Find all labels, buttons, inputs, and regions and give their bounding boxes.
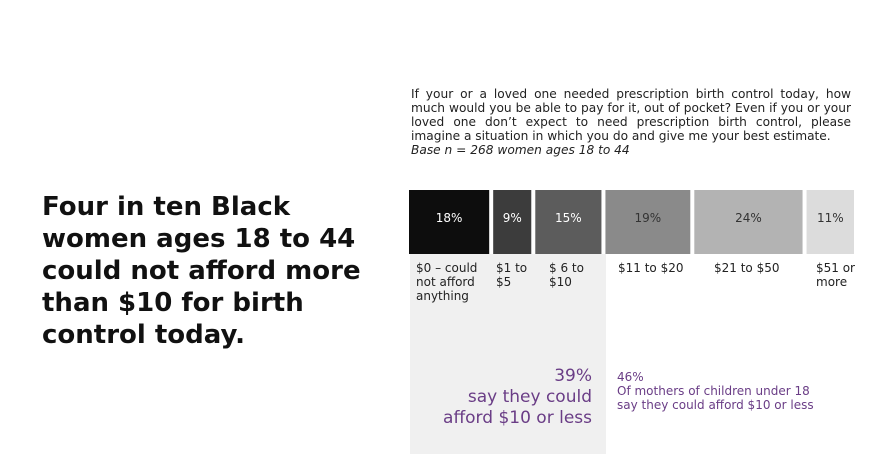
category-label-4: $21 to $50: [714, 261, 780, 275]
callout-46-text: Of mothers of children under 18 say they…: [617, 384, 814, 412]
category-label-1: $1 to $5: [496, 261, 528, 289]
category-label-5: $51 or more: [816, 261, 855, 289]
bar-segment-5: [806, 190, 854, 254]
bar-value-label-0: 18%: [436, 211, 463, 225]
bar-value-label-5: 11%: [817, 211, 844, 225]
survey-question: If your or a loved one needed prescripti…: [411, 87, 851, 157]
bar-segment-4: [694, 190, 803, 254]
callout-39: 39% say they could afford $10 or less: [420, 366, 592, 429]
category-label-3: $11 to $20: [618, 261, 684, 275]
callout-46: 46% Of mothers of children under 18 say …: [617, 370, 817, 412]
under-10-highlight-panel: [410, 254, 606, 454]
bar-segment-3: [605, 190, 691, 254]
base-note: Base n = 268 women ages 18 to 44: [411, 143, 630, 157]
bar-segment-2: [535, 190, 602, 254]
bar-value-label-2: 15%: [555, 211, 582, 225]
category-label-0: $0 – could not afford anything: [416, 261, 478, 303]
callout-39-text: say they could afford $10 or less: [443, 387, 592, 428]
bar-value-label-3: 19%: [635, 211, 662, 225]
bar-segment-1: [493, 190, 532, 254]
category-label-2: $ 6 to $10: [549, 261, 584, 289]
callout-46-pct: 46%: [617, 370, 644, 384]
callout-39-pct: 39%: [554, 366, 592, 386]
headline: Four in ten Black women ages 18 to 44 co…: [42, 192, 361, 350]
bar-value-label-4: 24%: [735, 211, 762, 225]
bar-segment-0: [409, 190, 490, 254]
bar-value-label-1: 9%: [503, 211, 522, 225]
question-text: If your or a loved one needed prescripti…: [411, 87, 851, 143]
